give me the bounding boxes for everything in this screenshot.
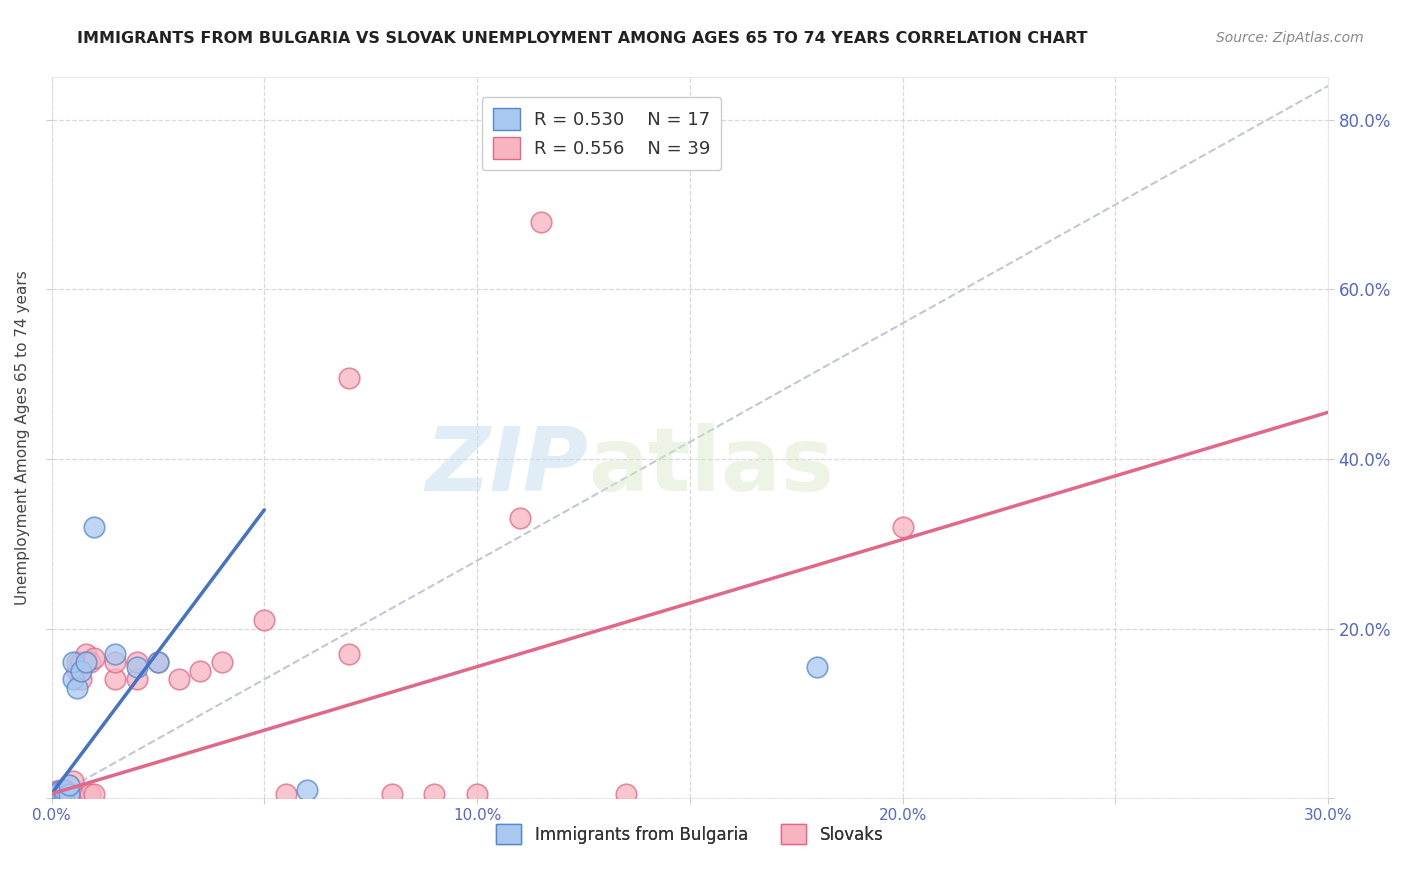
Point [190, 664, 212, 678]
Point [891, 520, 914, 534]
Point [125, 659, 148, 673]
Point [62, 656, 84, 670]
Point [49, 787, 72, 801]
Point [146, 656, 169, 670]
Point [337, 371, 360, 385]
Point [49, 782, 72, 797]
Point [167, 673, 190, 687]
Point [274, 787, 297, 801]
Point [104, 656, 127, 670]
Point [62, 774, 84, 789]
Point [337, 647, 360, 661]
Point [70, 656, 93, 670]
Point [211, 656, 233, 670]
Point [66, 656, 89, 670]
Point [53, 782, 76, 797]
Point [465, 787, 488, 801]
Point [70, 673, 93, 687]
Point [75, 656, 97, 670]
Point [295, 782, 318, 797]
Text: Source: ZipAtlas.com: Source: ZipAtlas.com [1216, 31, 1364, 45]
Point [530, 214, 553, 228]
Point [381, 787, 404, 801]
Point [53, 784, 76, 798]
Point [58, 787, 80, 801]
Point [79, 656, 101, 670]
Point [62, 673, 84, 687]
Point [79, 787, 101, 801]
Point [58, 787, 80, 801]
Point [75, 647, 97, 661]
Point [104, 647, 127, 661]
Legend: Immigrants from Bulgaria, Slovaks: Immigrants from Bulgaria, Slovaks [489, 817, 890, 851]
Point [58, 778, 80, 792]
Point [125, 656, 148, 670]
Point [45, 787, 67, 801]
Point [806, 659, 828, 673]
Point [66, 681, 89, 695]
Point [83, 520, 105, 534]
Point [70, 664, 93, 678]
Point [58, 778, 80, 792]
Point [49, 784, 72, 798]
Point [62, 787, 84, 801]
Point [83, 787, 105, 801]
Point [45, 787, 67, 801]
Point [104, 673, 127, 687]
Y-axis label: Unemployment Among Ages 65 to 74 years: Unemployment Among Ages 65 to 74 years [15, 270, 30, 605]
Point [146, 656, 169, 670]
Point [614, 787, 637, 801]
Point [53, 787, 76, 801]
Point [253, 613, 276, 627]
Point [83, 651, 105, 665]
Point [125, 673, 148, 687]
Text: atlas: atlas [588, 423, 834, 510]
Point [66, 664, 89, 678]
Point [45, 784, 67, 798]
Point [423, 787, 446, 801]
Point [75, 656, 97, 670]
Text: ZIP: ZIP [425, 423, 588, 510]
Point [509, 511, 531, 525]
Text: IMMIGRANTS FROM BULGARIA VS SLOVAK UNEMPLOYMENT AMONG AGES 65 TO 74 YEARS CORREL: IMMIGRANTS FROM BULGARIA VS SLOVAK UNEMP… [77, 31, 1088, 46]
Point [53, 787, 76, 801]
